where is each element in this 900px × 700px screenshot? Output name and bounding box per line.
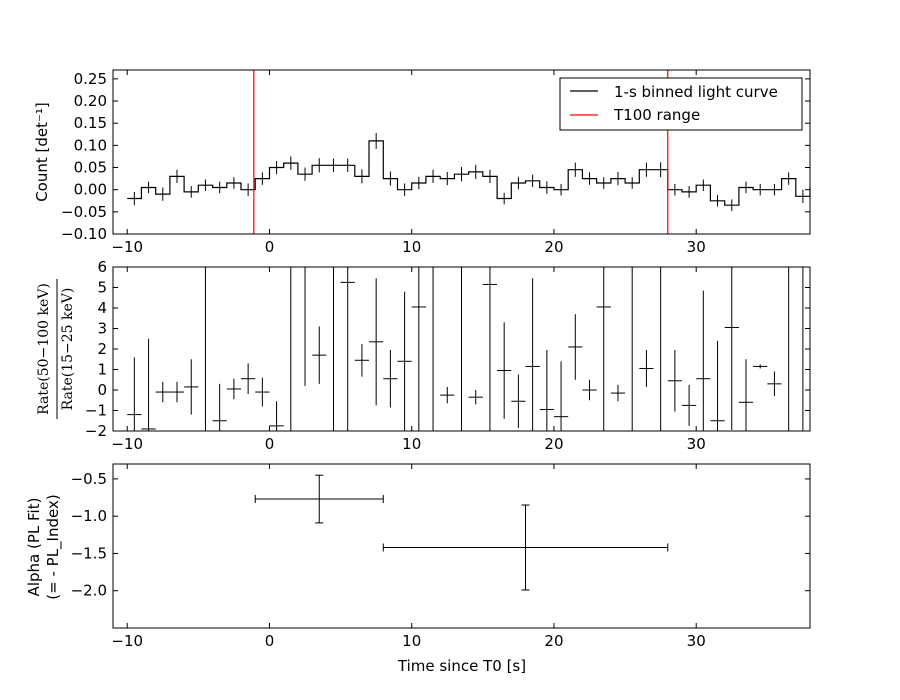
- x-tick-label: 0: [265, 632, 275, 650]
- x-tick-label: −10: [111, 632, 143, 650]
- alpha-ticks: −10 0 10 20 30 −2.0 −1.5 −1.0 −0.5: [71, 464, 810, 650]
- x-tick-label: 20: [544, 632, 563, 650]
- light-curve-step-line: [127, 140, 811, 206]
- y-tick-label: −1.0: [71, 507, 107, 525]
- hardness-ratio-marks: [127, 266, 810, 431]
- x-tick-label: 20: [544, 238, 563, 256]
- x-tick-label: 30: [687, 632, 706, 650]
- alpha-y-axis-label: Alpha (PL Fit) (= - PL_Index): [25, 494, 63, 599]
- x-tick-label: −10: [111, 238, 143, 256]
- x-tick-label: 10: [402, 435, 421, 453]
- alpha-y-axis-label-line2: (= - PL_Index): [44, 494, 63, 599]
- y-tick-label: −2: [85, 422, 107, 440]
- alpha-marks: [254, 474, 669, 591]
- legend-label-t100: T100 range: [613, 106, 700, 124]
- x-axis-label: Time since T0 [s]: [397, 657, 526, 675]
- y-tick-label: 4: [97, 299, 107, 317]
- y-tick-label: 0: [97, 381, 107, 399]
- y-tick-label: 0.15: [74, 114, 107, 132]
- light-curve-marks: [127, 70, 811, 234]
- light-curve-y-axis-label: Count [det⁻¹]: [33, 102, 51, 202]
- alpha-y-axis-label-line1: Alpha (PL Fit): [25, 498, 43, 597]
- y-tick-label: 0.20: [74, 92, 107, 110]
- hardness-ratio-frame: [112, 266, 811, 432]
- hardness-ratio-label-denominator: Rate(15−25 keV): [60, 288, 76, 411]
- x-tick-label: 20: [544, 435, 563, 453]
- hardness-ratio-label-numerator: Rate(50−100 keV): [36, 283, 52, 415]
- alpha-panel: −10 0 10 20 30 −2.0 −1.5 −1.0 −0.5 Alpha (PL Fit…: [25, 463, 811, 675]
- light-curve-panel: −10 0 10 20 30 −0.10 −0.05 0.00 0.05 0.10 0.15 0.20…: [33, 69, 811, 256]
- x-tick-label: 10: [402, 632, 421, 650]
- y-tick-label: 1: [97, 361, 107, 379]
- y-tick-label: 6: [97, 258, 107, 276]
- y-tick-label: 0.10: [74, 136, 107, 154]
- legend: 1-s binned light curve T100 range: [559, 77, 803, 131]
- x-tick-label: −10: [111, 435, 143, 453]
- y-tick-label: 5: [97, 279, 107, 297]
- y-tick-label: −0.05: [61, 203, 107, 221]
- hardness-ratio-y-axis-label: Rate(50−100 keV) Rate(15−25 keV): [36, 279, 76, 419]
- y-tick-label: 3: [97, 320, 107, 338]
- legend-box: [559, 77, 803, 131]
- y-tick-label: −1.5: [71, 544, 107, 562]
- light-curve-ticks: −10 0 10 20 30 −0.10 −0.05 0.00 0.05 0.10 0.15 0.20…: [61, 70, 810, 256]
- x-tick-label: 30: [687, 435, 706, 453]
- light-curve-frame: [112, 69, 811, 235]
- x-tick-label: 30: [687, 238, 706, 256]
- legend-label-light-curve: 1-s binned light curve: [614, 83, 778, 101]
- x-tick-label: 0: [265, 435, 275, 453]
- y-tick-label: 0.05: [74, 159, 107, 177]
- y-tick-label: 0.00: [74, 181, 107, 199]
- y-tick-label: 2: [97, 340, 107, 358]
- x-tick-label: 0: [265, 238, 275, 256]
- x-tick-label: 10: [402, 238, 421, 256]
- alpha-frame: [112, 463, 811, 629]
- y-tick-label: −0.10: [61, 225, 107, 243]
- y-tick-label: −2.0: [71, 582, 107, 600]
- y-tick-label: 0.25: [74, 70, 107, 88]
- y-tick-label: −0.5: [71, 470, 107, 488]
- y-tick-label: −1: [85, 402, 107, 420]
